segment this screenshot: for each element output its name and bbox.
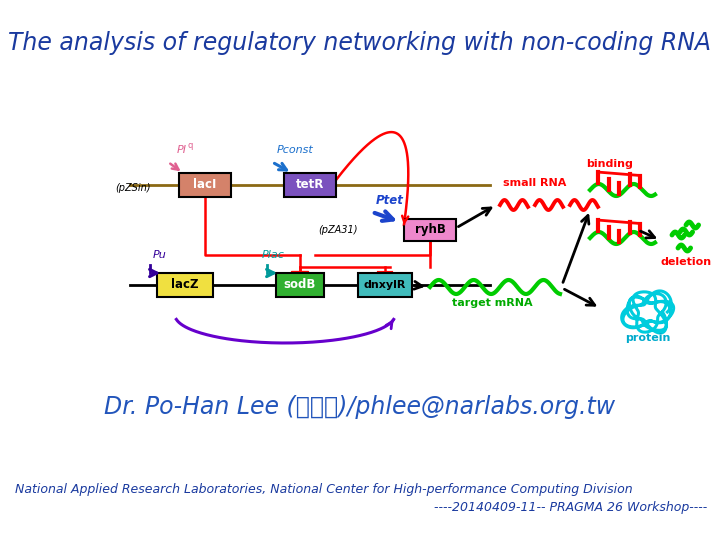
Text: tetR: tetR [296, 179, 324, 192]
Text: Pconst: Pconst [276, 145, 313, 155]
Text: target mRNA: target mRNA [451, 298, 532, 308]
Text: The analysis of regulatory networking with non-coding RNA: The analysis of regulatory networking wi… [9, 31, 711, 55]
Text: (pZSin): (pZSin) [115, 183, 150, 193]
FancyBboxPatch shape [404, 219, 456, 241]
Text: Pu: Pu [153, 250, 167, 260]
FancyBboxPatch shape [284, 173, 336, 197]
Text: PI: PI [177, 145, 187, 155]
FancyBboxPatch shape [157, 273, 213, 297]
Text: Plac: Plac [261, 250, 284, 260]
Text: ryhB: ryhB [415, 224, 446, 237]
FancyBboxPatch shape [276, 273, 324, 297]
Text: National Applied Research Laboratories, National Center for High-performance Com: National Applied Research Laboratories, … [15, 483, 633, 496]
Text: protein: protein [625, 333, 671, 343]
Text: dnxylR: dnxylR [364, 280, 406, 290]
Text: deletion: deletion [660, 257, 711, 267]
Text: binding: binding [587, 159, 634, 169]
FancyBboxPatch shape [358, 273, 412, 297]
Text: (pZA31): (pZA31) [318, 225, 358, 235]
Text: Ptet: Ptet [376, 193, 404, 206]
Text: lacZ: lacZ [171, 279, 199, 292]
Text: small RNA: small RNA [503, 178, 567, 188]
Text: lacI: lacI [193, 179, 217, 192]
Text: Dr. Po-Han Lee (李柏翰)/phlee@narlabs.org.tw: Dr. Po-Han Lee (李柏翰)/phlee@narlabs.org.t… [104, 395, 616, 419]
Text: ----20140409-11-- PRAGMA 26 Workshop----: ----20140409-11-- PRAGMA 26 Workshop---- [433, 501, 707, 514]
Text: q: q [188, 140, 194, 150]
FancyBboxPatch shape [179, 173, 231, 197]
Text: sodB: sodB [284, 279, 316, 292]
